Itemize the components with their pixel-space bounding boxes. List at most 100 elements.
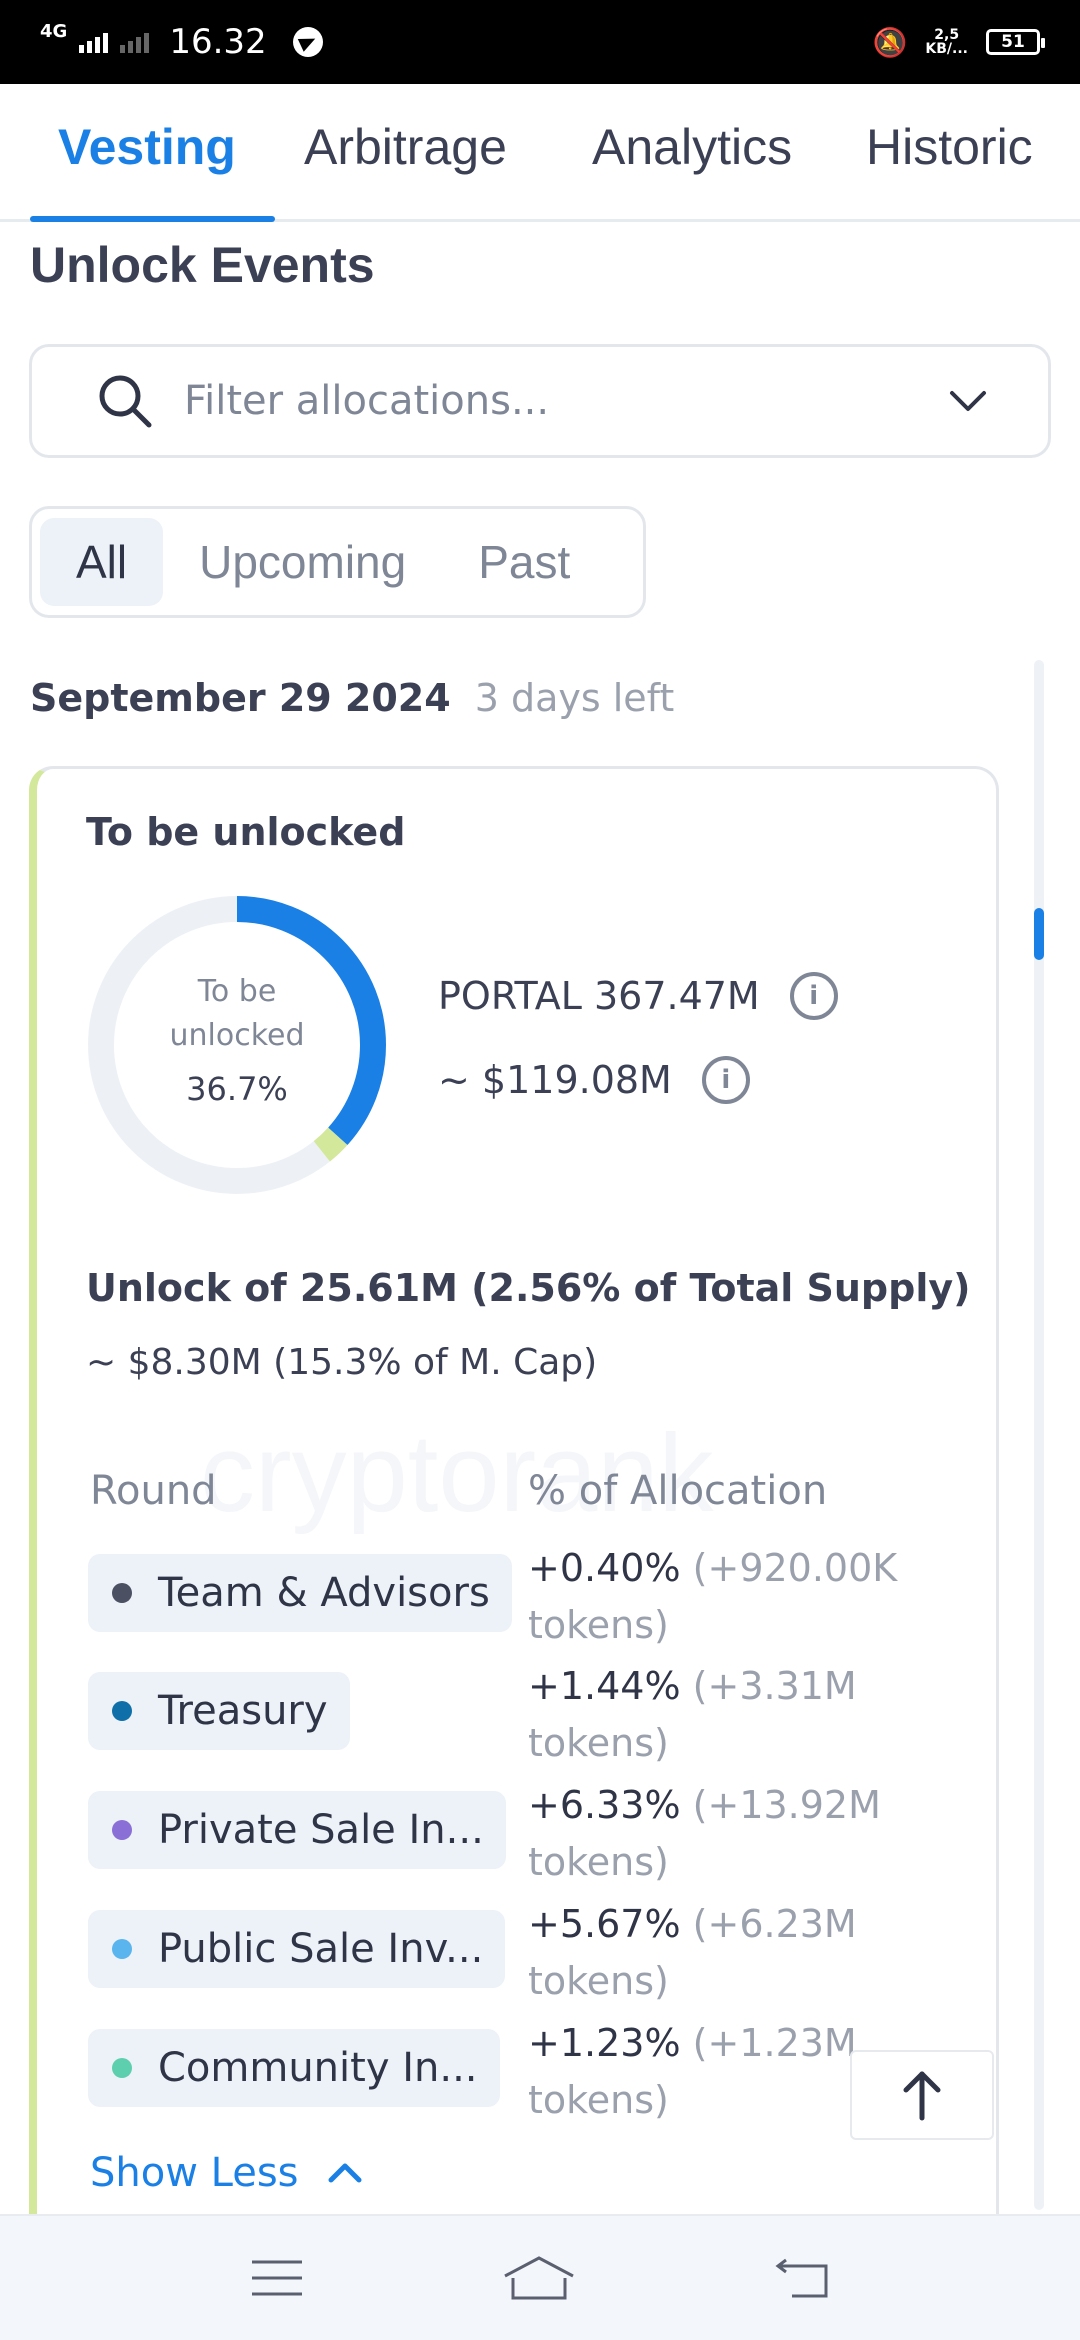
round-pill[interactable]: Team & Advisors (88, 1554, 512, 1632)
scrollbar-track[interactable] (1034, 660, 1044, 2210)
round-name: Team & Advisors (158, 1570, 490, 1616)
round-pct: +6.33% (528, 1783, 681, 1827)
filter-upcoming[interactable]: Upcoming (199, 536, 407, 588)
round-pill[interactable]: Treasury (88, 1672, 350, 1750)
unlock-donut-chart (88, 896, 386, 1194)
round-row: Public Sale Inv... +5.67% (+6.23M tokens) (88, 1902, 988, 2016)
round-color-dot (112, 1583, 132, 1603)
round-pct: +0.40% (528, 1546, 681, 1590)
round-name: Public Sale Inv... (158, 1926, 484, 1972)
donut-label-line1: To be (197, 974, 277, 1009)
donut-arc-unlocked (88, 896, 386, 1194)
round-tokens: (+13.92M (692, 1783, 881, 1827)
network-speed-value: 2,5 (934, 27, 960, 43)
event-date-row: September 29 2024 3 days left (30, 676, 674, 720)
unlock-event-card (29, 766, 999, 2246)
round-row: Team & Advisors +0.40% (+920.00K tokens) (88, 1546, 988, 1660)
network-speed: 2,5 KB/... (925, 28, 968, 56)
tab-vesting[interactable]: Vesting (58, 119, 236, 175)
telegram-icon (292, 27, 323, 57)
info-icon[interactable]: i (701, 1056, 750, 1104)
status-bar: 4G 16.32 🔕 2,5 KB/... 51 (0, 0, 1080, 84)
active-tab-indicator (30, 216, 275, 222)
column-allocation: % of Allocation (528, 1468, 828, 1514)
chevron-down-icon[interactable] (948, 389, 988, 413)
filter-allocations-input[interactable] (184, 378, 948, 424)
tab-analytics[interactable]: Analytics (592, 119, 793, 175)
show-less-label: Show Less (90, 2150, 299, 2196)
menu-icon[interactable] (250, 2258, 304, 2298)
unlock-summary: Unlock of 25.61M (2.56% of Total Supply) (86, 1266, 971, 1310)
round-row: Community In... +1.23% (+1.23M tokens) (88, 2021, 988, 2135)
clock: 16.32 (169, 22, 267, 62)
round-pct: +5.67% (528, 1902, 681, 1946)
system-nav-bar (0, 2214, 1080, 2340)
search-icon (99, 375, 152, 428)
filter-allocations-dropdown[interactable] (29, 344, 1051, 458)
round-color-dot (112, 2058, 132, 2078)
mcap-summary: ~ $8.30M (15.3% of M. Cap) (86, 1342, 598, 1383)
show-less-button[interactable]: Show Less (90, 2150, 363, 2196)
round-row: Private Sale In... +6.33% (+13.92M tokens… (88, 1783, 988, 1897)
token-amount-row: PORTAL 367.47M i (438, 972, 838, 1020)
back-icon[interactable] (774, 2256, 830, 2300)
event-filter-segment: All Upcoming Past (29, 506, 646, 618)
watermark: cryptorank (200, 1412, 714, 1535)
main-tabs: Vesting Arbitrage Analytics Historic (0, 84, 1080, 222)
signal-secondary-icon (120, 31, 150, 53)
donut-label: To be unlocked (86, 970, 388, 1058)
days-left: 3 days left (474, 676, 675, 720)
bell-muted-icon: 🔕 (872, 25, 908, 59)
round-allocation: +6.33% (+13.92M tokens) (528, 1777, 948, 1891)
round-allocation: +5.67% (+6.23M tokens) (528, 1896, 948, 2010)
round-tokens-suffix: tokens) (528, 1959, 669, 2003)
donut-label-line2: unlocked (169, 1018, 305, 1053)
round-pill[interactable]: Public Sale Inv... (88, 1910, 506, 1988)
round-pct: +1.44% (528, 1664, 681, 1708)
round-name: Community In... (158, 2045, 478, 2091)
round-tokens: (+920.00K (692, 1546, 898, 1590)
round-color-dot (112, 1820, 132, 1840)
battery-icon: 51 (986, 29, 1045, 55)
info-icon[interactable]: i (789, 972, 838, 1020)
donut-percent: 36.7% (186, 1070, 288, 1108)
round-tokens-suffix: tokens) (528, 1603, 669, 1647)
round-pill[interactable]: Private Sale In... (88, 1791, 506, 1869)
round-name: Private Sale In... (158, 1807, 484, 1853)
round-tokens-suffix: tokens) (528, 1840, 669, 1884)
section-title: Unlock Events (30, 237, 375, 293)
round-tokens-suffix: tokens) (528, 2078, 669, 2122)
round-color-dot (112, 1701, 132, 1721)
column-round: Round (90, 1468, 217, 1514)
battery-level: 51 (1001, 32, 1025, 52)
tab-arbitrage[interactable]: Arbitrage (304, 119, 507, 175)
signal-icon (79, 31, 109, 53)
arrow-up-icon (903, 2071, 941, 2121)
round-tokens-suffix: tokens) (528, 1721, 669, 1765)
round-allocation: +1.23% (+1.23M tokens) (528, 2015, 948, 2129)
home-icon[interactable] (503, 2254, 575, 2302)
filter-all[interactable]: All (40, 518, 164, 606)
tab-historic[interactable]: Historic (866, 119, 1033, 175)
round-color-dot (112, 1939, 132, 1959)
round-tokens: (+3.31M (692, 1664, 857, 1708)
back-to-top-button[interactable] (850, 2050, 994, 2140)
event-date: September 29 2024 (30, 676, 451, 720)
token-amount: PORTAL 367.47M (438, 974, 760, 1018)
round-allocation: +0.40% (+920.00K tokens) (528, 1540, 948, 1654)
usd-amount: ~ $119.08M (438, 1058, 672, 1102)
usd-amount-row: ~ $119.08M i (438, 1056, 750, 1104)
round-pct: +1.23% (528, 2021, 681, 2065)
round-name: Treasury (158, 1688, 328, 1734)
round-pill[interactable]: Community In... (88, 2029, 500, 2107)
filter-past[interactable]: Past (478, 536, 571, 588)
round-tokens: (+6.23M (692, 1902, 857, 1946)
chevron-up-icon (328, 2163, 362, 2183)
card-title: To be unlocked (86, 810, 406, 854)
network-type: 4G (40, 21, 68, 42)
round-row: Treasury +1.44% (+3.31M tokens) (88, 1664, 988, 1778)
round-allocation: +1.44% (+3.31M tokens) (528, 1658, 948, 1772)
round-tokens: (+1.23M (692, 2021, 857, 2065)
network-speed-unit: KB/... (925, 41, 968, 57)
scrollbar-thumb[interactable] (1034, 908, 1044, 960)
